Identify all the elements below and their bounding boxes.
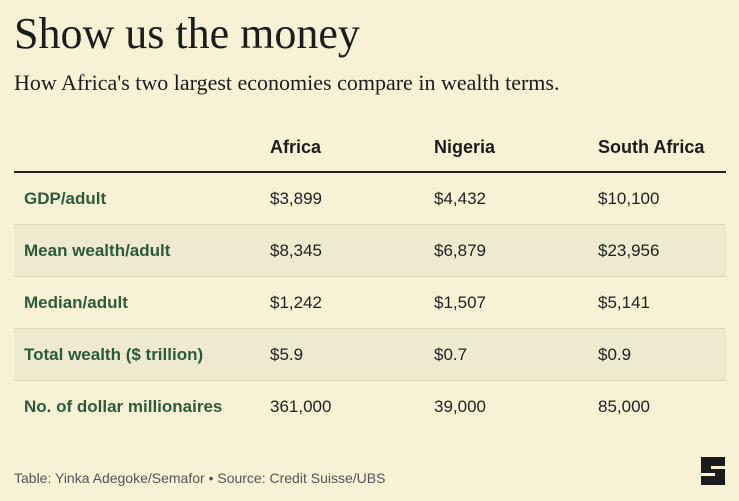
chart-title: Show us the money [14, 9, 360, 58]
table-row-dollar-millionaires: No. of dollar millionaires 361,000 39,00… [14, 381, 726, 432]
table-row-total-wealth: Total wealth ($ trillion) $5.9 $0.7 $0.9 [14, 329, 726, 381]
table-cell-nigeria: 39,000 [434, 397, 486, 416]
table-cell-south-africa: $23,956 [598, 241, 660, 260]
table-cell-south-africa: 85,000 [598, 397, 650, 416]
table-header-row: Africa Nigeria South Africa [14, 124, 726, 173]
table-row-gdp-per-adult: GDP/adult $3,899 $4,432 $10,100 [14, 173, 726, 225]
column-header-africa: Africa [270, 137, 322, 157]
table-cell-nigeria: $4,432 [434, 189, 486, 208]
table-cell-south-africa: $5,141 [598, 293, 650, 312]
chart-subtitle: How Africa's two largest economies compa… [14, 70, 560, 95]
row-label: GDP/adult [24, 189, 107, 208]
table-cell-nigeria: $6,879 [434, 241, 486, 260]
wealth-comparison-table: Africa Nigeria South Africa GDP/adult $3… [14, 124, 726, 432]
table-cell-africa: $5.9 [270, 345, 304, 364]
table-cell-south-africa: $0.9 [598, 345, 632, 364]
table-row-median-per-adult: Median/adult $1,242 $1,507 $5,141 [14, 277, 726, 329]
table-row-mean-wealth-per-adult: Mean wealth/adult $8,345 $6,879 $23,956 [14, 225, 726, 277]
row-label: Total wealth ($ trillion) [24, 345, 204, 364]
row-label: Mean wealth/adult [24, 241, 171, 260]
table-cell-nigeria: $1,507 [434, 293, 486, 312]
table-cell-nigeria: $0.7 [434, 345, 468, 364]
column-header-south-africa: South Africa [598, 137, 705, 157]
row-label: No. of dollar millionaires [24, 397, 223, 416]
source-credit: Table: Yinka Adegoke/Semafor • Source: C… [14, 470, 386, 486]
table-cell-africa: $8,345 [270, 241, 322, 260]
semafor-logo-icon [701, 457, 725, 485]
table-cell-africa: 361,000 [270, 397, 332, 416]
table-cell-south-africa: $10,100 [598, 189, 660, 208]
table-cell-africa: $3,899 [270, 189, 322, 208]
table-cell-africa: $1,242 [270, 293, 322, 312]
row-label: Median/adult [24, 293, 128, 312]
column-header-nigeria: Nigeria [434, 137, 496, 157]
